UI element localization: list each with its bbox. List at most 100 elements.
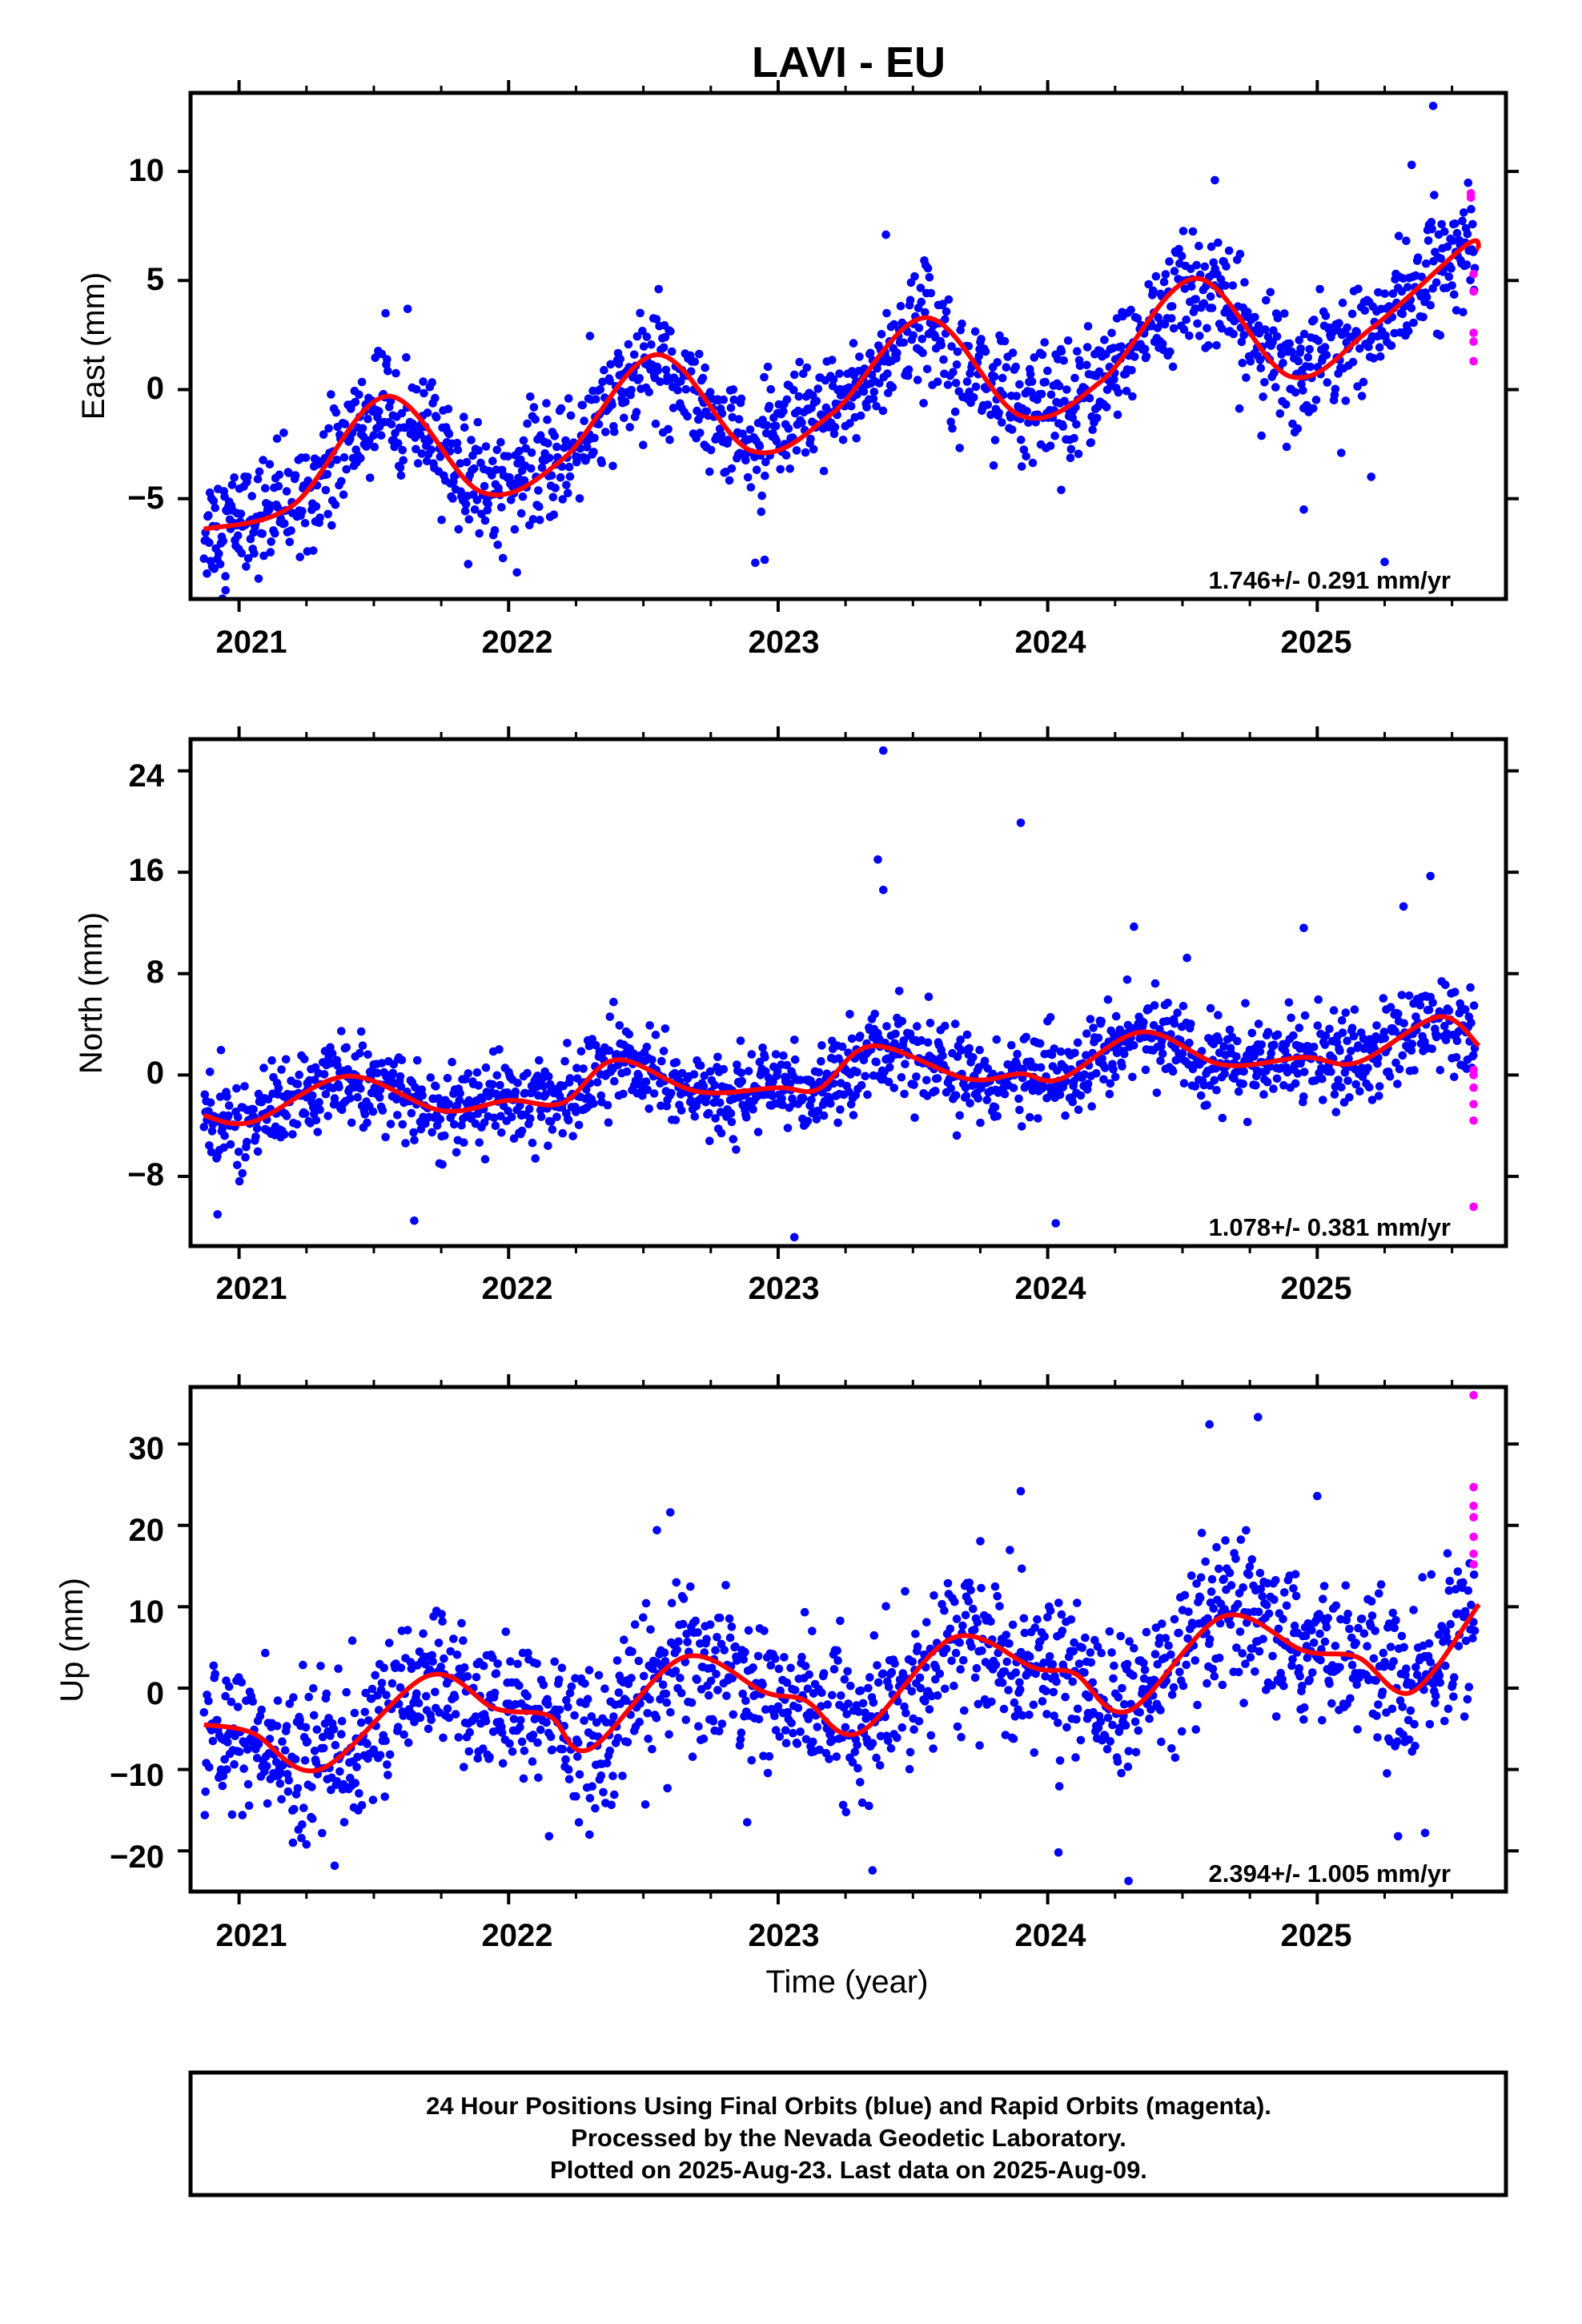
north-point <box>873 855 882 864</box>
east-point <box>496 437 505 447</box>
north-rate-label: 1.078+/- 0.381 mm/yr <box>1209 1213 1451 1241</box>
up-point <box>1086 1648 1095 1657</box>
east-point <box>624 340 633 349</box>
east-point <box>620 413 628 423</box>
up-point <box>955 1638 964 1647</box>
east-point <box>1148 286 1158 296</box>
north-point <box>204 1141 214 1150</box>
east-point <box>1185 332 1194 340</box>
north-point <box>1220 1069 1229 1079</box>
east-rapid-point <box>1469 337 1478 346</box>
up-point <box>1345 1624 1354 1634</box>
north-point <box>1367 1096 1377 1104</box>
north-point <box>713 1052 722 1062</box>
up-point <box>536 1725 545 1735</box>
east-point <box>1151 271 1161 281</box>
east-point <box>647 340 656 349</box>
east-point <box>1199 299 1209 308</box>
north-point <box>327 1049 337 1058</box>
north-point <box>1375 1082 1384 1091</box>
north-point <box>1410 1066 1419 1075</box>
up-data-points <box>199 1390 1481 1886</box>
east-point <box>1016 436 1026 444</box>
up-point <box>1232 1643 1241 1652</box>
up-point <box>1420 1828 1430 1838</box>
east-point <box>917 297 926 307</box>
up-point <box>771 1655 780 1663</box>
north-point <box>443 1074 452 1083</box>
north-point <box>705 1108 713 1118</box>
north-point <box>662 1101 672 1111</box>
up-point <box>1170 1614 1179 1624</box>
up-point <box>1287 1661 1296 1671</box>
up-point <box>1325 1679 1334 1688</box>
east-point <box>468 451 477 460</box>
up-point <box>832 1752 841 1761</box>
east-point <box>1235 404 1244 413</box>
east-point <box>926 288 936 298</box>
north-point <box>1055 1090 1065 1100</box>
north-point <box>377 1059 387 1068</box>
east-point <box>1452 228 1462 238</box>
up-point <box>1225 1568 1235 1578</box>
up-point <box>705 1620 715 1629</box>
up-point <box>1010 1698 1019 1707</box>
east-point <box>291 471 300 480</box>
east-point <box>1468 219 1477 229</box>
east-point <box>1285 339 1295 348</box>
east-point <box>1179 325 1189 334</box>
up-point <box>770 1711 779 1720</box>
north-point <box>1380 1034 1389 1043</box>
east-point <box>597 458 606 468</box>
up-point <box>1096 1717 1106 1727</box>
east-point <box>582 454 591 463</box>
east-point <box>1311 396 1321 404</box>
north-point <box>1350 1005 1359 1014</box>
up-point <box>1279 1614 1287 1624</box>
north-point <box>1182 953 1191 963</box>
east-point <box>1058 422 1068 431</box>
east-point <box>560 443 568 452</box>
up-point <box>1359 1629 1369 1638</box>
up-point <box>1066 1615 1076 1624</box>
up-point <box>1291 1591 1301 1601</box>
up-point <box>558 1745 568 1754</box>
up-point <box>396 1663 406 1672</box>
up-point <box>1157 1737 1166 1747</box>
up-point <box>1295 1664 1304 1673</box>
east-point <box>921 308 930 317</box>
east-point <box>1075 361 1085 371</box>
footer-line-processed: Processed by the Nevada Geodetic Laborat… <box>571 2124 1126 2152</box>
up-point <box>533 1738 542 1747</box>
north-point <box>504 1106 512 1116</box>
up-point <box>516 1723 524 1732</box>
north-point <box>605 1012 615 1021</box>
north-point <box>1150 979 1160 988</box>
up-point <box>1262 1685 1271 1695</box>
east-point <box>319 430 328 439</box>
east-point <box>970 327 980 336</box>
up-point <box>278 1737 287 1746</box>
up-point <box>204 1696 213 1706</box>
north-point <box>1239 1080 1247 1088</box>
east-point <box>606 360 615 369</box>
east-point <box>1054 381 1064 391</box>
east-point <box>1237 337 1247 347</box>
up-point <box>1114 1693 1123 1702</box>
up-point <box>1167 1691 1177 1699</box>
up-point <box>1069 1647 1078 1656</box>
up-point <box>731 1642 740 1651</box>
north-rapid-point <box>1469 1116 1478 1125</box>
north-point <box>1206 1003 1215 1013</box>
east-point <box>1394 231 1403 241</box>
north-point <box>1101 1063 1110 1072</box>
east-point <box>882 308 891 318</box>
up-point <box>1019 1614 1029 1623</box>
north-point <box>432 1121 442 1130</box>
north-point <box>946 1084 955 1093</box>
east-point <box>1117 342 1126 352</box>
north-point <box>375 1093 384 1102</box>
up-point <box>766 1661 776 1670</box>
up-point <box>1170 1753 1180 1763</box>
up-point <box>1005 1639 1014 1648</box>
